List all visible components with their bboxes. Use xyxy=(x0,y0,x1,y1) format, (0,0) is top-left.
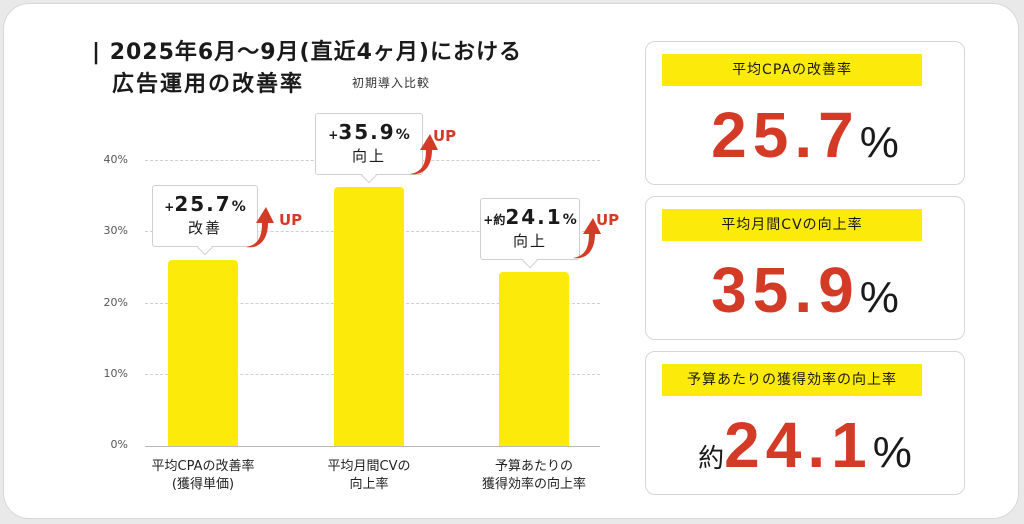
x-axis-baseline xyxy=(145,446,600,447)
y-tick-20: 20% xyxy=(103,296,128,309)
callout-label: 改善 xyxy=(187,219,222,237)
callout-value: 25.7 xyxy=(174,192,232,216)
callout-label: 向上 xyxy=(512,232,547,250)
category-label-cpa: 平均CPAの改善率 (獲得単価) xyxy=(133,458,273,494)
category-line1: 予算あたりの xyxy=(494,459,573,474)
stat-value: 25.7 xyxy=(711,99,860,171)
stat-card-cv: 平均月間CVの向上率 35.9% xyxy=(645,196,965,340)
callout-unit: % xyxy=(562,212,577,228)
up-arrow-icon xyxy=(573,218,601,259)
stat-prefix: 約 xyxy=(698,444,725,474)
stat-value: 35.9 xyxy=(711,254,860,326)
chart-subtitle: 初期導入比較 xyxy=(352,76,431,90)
category-line2: 獲得効率の向上率 xyxy=(481,477,586,492)
category-line2: 向上率 xyxy=(349,477,389,492)
category-line1: 平均CPAの改善率 xyxy=(151,459,255,474)
category-label-efficiency: 予算あたりの 獲得効率の向上率 xyxy=(464,458,604,494)
bar-efficiency xyxy=(499,272,569,446)
y-tick-40: 40% xyxy=(103,153,128,166)
y-tick-0: 0% xyxy=(110,438,128,451)
callout-prefix: + xyxy=(328,128,339,142)
chart-title-line2: 広告運用の改善率 xyxy=(112,72,305,97)
callout-value: 35.9 xyxy=(338,120,396,144)
stat-card-cpa: 平均CPAの改善率 25.7% xyxy=(645,41,965,185)
stat-value: 24.1 xyxy=(724,409,873,481)
bar-cpa xyxy=(168,260,238,446)
stat-card-header: 平均月間CVの向上率 xyxy=(662,209,922,241)
up-label: UP xyxy=(433,127,457,145)
up-label: UP xyxy=(279,211,303,229)
stat-card-header: 平均CPAの改善率 xyxy=(662,54,922,86)
stat-unit: % xyxy=(872,428,912,477)
stat-card-efficiency: 予算あたりの獲得効率の向上率 約24.1% xyxy=(645,351,965,495)
callout-cv: +35.9% 向上 xyxy=(315,113,423,184)
stat-card-header: 予算あたりの獲得効率の向上率 xyxy=(662,364,922,396)
category-line1: 平均月間CVの xyxy=(327,459,411,474)
chart-title-line1: | 2025年6月～9月(直近4ヶ月)における xyxy=(92,40,522,65)
callout-value: 24.1 xyxy=(505,205,563,229)
up-label: UP xyxy=(596,211,620,229)
category-label-cv: 平均月間CVの 向上率 xyxy=(299,458,439,494)
callout-prefix: +約 xyxy=(483,213,506,227)
callout-prefix: + xyxy=(164,200,175,214)
callout-unit: % xyxy=(231,199,246,215)
category-line2: (獲得単価) xyxy=(171,477,235,492)
stat-unit: % xyxy=(859,118,899,167)
callout-label: 向上 xyxy=(351,147,386,165)
up-arrow-icon xyxy=(410,134,438,175)
bar-cv xyxy=(334,187,404,446)
stat-unit: % xyxy=(859,273,899,322)
callout-efficiency: +約24.1% 向上 xyxy=(480,198,580,269)
callout-cpa: +25.7% 改善 xyxy=(152,185,258,256)
up-arrow-icon xyxy=(246,207,274,248)
y-tick-10: 10% xyxy=(103,367,128,380)
y-tick-30: 30% xyxy=(103,224,128,237)
callout-unit: % xyxy=(395,127,410,143)
